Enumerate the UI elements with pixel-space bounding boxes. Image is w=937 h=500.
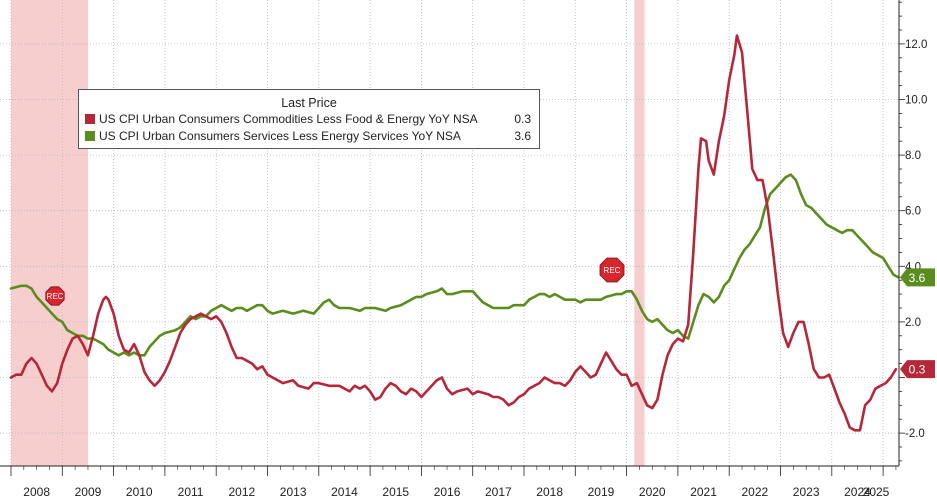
x-tick-label: 2013 bbox=[280, 485, 307, 499]
x-tick-label: 2024 bbox=[844, 485, 871, 499]
recession-marker-shape bbox=[599, 257, 625, 283]
x-tick-label: 2016 bbox=[434, 485, 461, 499]
legend-label: US CPI Urban Consumers Commodities Less … bbox=[99, 112, 478, 126]
y-tick-label: 2.0 bbox=[905, 317, 921, 329]
last-value-tag-shape bbox=[900, 360, 935, 379]
legend-label: US CPI Urban Consumers Services Less Ene… bbox=[99, 129, 461, 143]
last-value-tag-label: 3.6 bbox=[909, 271, 926, 285]
legend-value: 3.6 bbox=[514, 129, 531, 143]
gridlines bbox=[0, 0, 899, 466]
x-tick-label: 2017 bbox=[485, 485, 512, 499]
x-tick-label: 2022 bbox=[741, 485, 768, 499]
x-tick-label: 2018 bbox=[536, 485, 563, 499]
x-tick-label: 2019 bbox=[588, 485, 615, 499]
x-tick-label: 2020 bbox=[639, 485, 666, 499]
y-tick-label: -2.0 bbox=[905, 428, 925, 440]
x-tick-label: 2014 bbox=[331, 485, 358, 499]
legend-swatch bbox=[85, 131, 95, 141]
legend-title: Last Price bbox=[281, 96, 337, 110]
y-tick-label: 6.0 bbox=[905, 206, 921, 218]
x-tick-label: 2015 bbox=[382, 485, 409, 499]
x-tick-label: 2012 bbox=[228, 485, 255, 499]
x-tick-label: 2023 bbox=[793, 485, 820, 499]
legend-value: 0.3 bbox=[514, 112, 531, 126]
last-value-tag: 3.6 bbox=[900, 268, 935, 287]
x-tick-label: 2008 bbox=[23, 485, 50, 499]
legend-entry-core-services: US CPI Urban Consumers Services Less Ene… bbox=[85, 129, 533, 144]
last-value-tag-label: 0.3 bbox=[909, 363, 926, 377]
legend-swatch bbox=[85, 114, 95, 124]
legend: Last Price US CPI Urban Consumers Commod… bbox=[78, 89, 540, 149]
x-tick-label: 2025 bbox=[863, 485, 890, 499]
legend-entry-core-goods: US CPI Urban Consumers Commodities Less … bbox=[85, 112, 533, 127]
series-lines bbox=[9, 34, 900, 432]
x-tick-label: 2010 bbox=[126, 485, 153, 499]
recession-band bbox=[11, 0, 88, 466]
recession-marker-label: REC bbox=[47, 292, 64, 301]
recession-bands bbox=[11, 0, 645, 466]
recession-marker-label: REC bbox=[604, 266, 621, 275]
series-line bbox=[9, 173, 900, 357]
y-tick-label: 8.0 bbox=[905, 150, 921, 162]
recession-band bbox=[634, 0, 645, 466]
recession-marker: REC bbox=[599, 257, 625, 283]
x-tick-label: 2021 bbox=[690, 485, 717, 499]
last-value-tag: 0.3 bbox=[900, 360, 935, 379]
x-tick-label: 2011 bbox=[178, 485, 204, 499]
last-value-tag-shape bbox=[900, 268, 935, 287]
y-tick-label: 12.0 bbox=[905, 39, 927, 51]
y-tick-label: 10.0 bbox=[905, 95, 927, 107]
series-line bbox=[9, 34, 898, 432]
recession-marker-shape bbox=[45, 286, 65, 306]
recession-marker: REC bbox=[45, 286, 65, 306]
recession-markers: REC REC bbox=[45, 257, 625, 306]
x-tick-label: 2009 bbox=[75, 485, 102, 499]
